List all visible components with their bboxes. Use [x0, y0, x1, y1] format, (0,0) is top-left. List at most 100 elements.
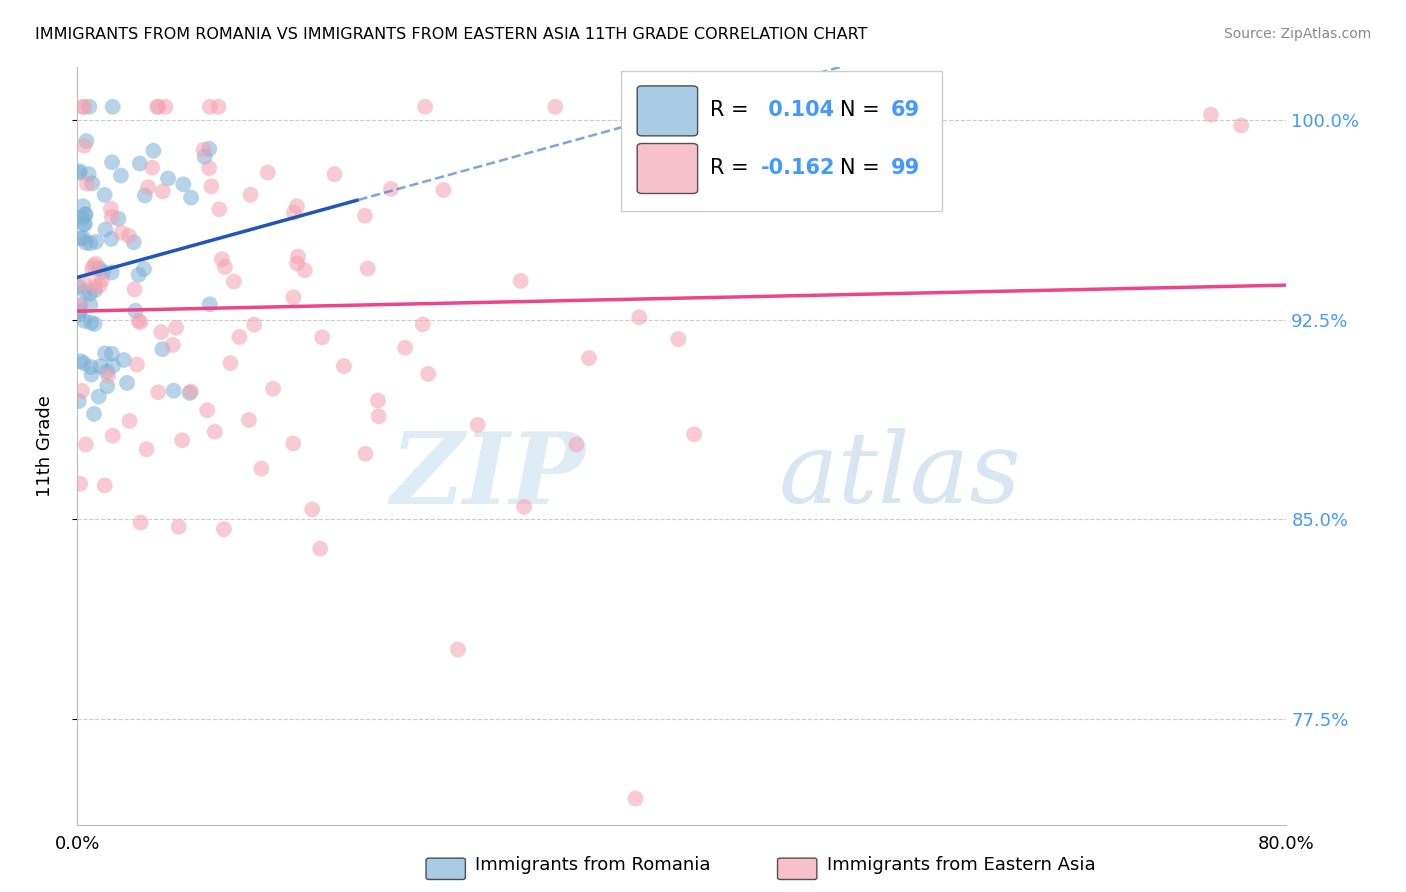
Point	[124, 303, 146, 318]
Point	[294, 263, 316, 277]
Point	[73, 217, 96, 231]
Text: R =: R =	[710, 100, 755, 120]
Point	[73, 138, 96, 153]
Point	[73, 314, 96, 328]
Text: IMMIGRANTS FROM ROMANIA VS IMMIGRANTS FROM EASTERN ASIA 11TH GRADE CORRELATION C: IMMIGRANTS FROM ROMANIA VS IMMIGRANTS FR…	[35, 27, 868, 42]
Point	[243, 318, 266, 332]
Point	[447, 642, 470, 657]
Point	[80, 316, 103, 330]
Point	[666, 332, 689, 346]
Point	[287, 250, 309, 264]
Point	[285, 256, 308, 270]
Point	[97, 368, 120, 383]
Point	[198, 161, 221, 175]
Point	[125, 358, 148, 372]
Point	[110, 169, 132, 183]
Text: atlas: atlas	[779, 429, 1021, 524]
FancyBboxPatch shape	[637, 86, 697, 136]
Point	[544, 100, 567, 114]
Point	[83, 407, 105, 421]
Point	[118, 414, 141, 428]
Point	[84, 257, 107, 271]
Point	[132, 261, 155, 276]
Point	[301, 502, 323, 516]
Point	[122, 235, 145, 250]
Point	[70, 384, 93, 398]
Point	[309, 541, 332, 556]
Point	[112, 353, 135, 368]
Point	[70, 211, 93, 225]
Point	[624, 791, 647, 805]
Point	[467, 417, 489, 432]
Point	[73, 284, 96, 298]
Point	[75, 207, 97, 221]
Point	[212, 522, 235, 536]
Point	[79, 298, 101, 312]
Point	[93, 187, 115, 202]
Point	[367, 409, 389, 424]
Point	[250, 461, 273, 475]
Point	[285, 199, 308, 213]
Text: 69: 69	[891, 100, 920, 120]
Point	[1199, 108, 1222, 122]
Point	[84, 278, 107, 293]
Point	[110, 226, 132, 240]
Point	[380, 182, 402, 196]
Point	[94, 346, 117, 360]
Point	[141, 161, 163, 175]
Point	[80, 368, 103, 382]
Point	[262, 382, 284, 396]
Point	[101, 155, 124, 169]
Point	[565, 437, 588, 451]
Point	[69, 299, 91, 313]
Y-axis label: 11th Grade: 11th Grade	[35, 395, 53, 497]
Point	[67, 394, 90, 409]
Point	[311, 330, 333, 344]
Point	[741, 174, 763, 188]
Point	[96, 365, 118, 379]
Point	[89, 359, 111, 374]
Point	[79, 100, 101, 114]
Point	[172, 434, 194, 448]
Point	[75, 235, 97, 250]
Point	[418, 367, 440, 381]
Point	[128, 268, 150, 282]
Point	[67, 279, 90, 293]
Point	[228, 330, 250, 344]
Point	[128, 156, 150, 170]
Text: R =: R =	[710, 158, 755, 178]
Point	[208, 202, 231, 217]
Point	[100, 232, 122, 246]
Point	[84, 235, 107, 249]
Point	[207, 100, 229, 114]
Point	[82, 262, 104, 277]
Point	[129, 315, 152, 329]
Point	[323, 167, 346, 181]
Text: 99: 99	[891, 158, 921, 178]
Point	[578, 351, 600, 365]
Point	[333, 359, 356, 373]
Point	[79, 286, 101, 301]
Point	[513, 500, 536, 514]
Point	[354, 209, 377, 223]
Point	[283, 436, 305, 450]
Point	[256, 165, 278, 179]
Point	[73, 208, 96, 222]
Point	[628, 310, 651, 325]
Point	[283, 205, 305, 219]
Point	[432, 183, 454, 197]
Point	[683, 427, 706, 442]
Point	[70, 231, 93, 245]
Point	[239, 187, 262, 202]
Point	[72, 230, 94, 244]
Point	[77, 167, 100, 181]
Point	[69, 164, 91, 178]
Point	[83, 317, 105, 331]
Point	[198, 142, 221, 156]
Point	[136, 180, 159, 194]
Point	[75, 134, 97, 148]
Point	[76, 177, 98, 191]
Point	[179, 385, 201, 400]
Point	[100, 265, 122, 279]
Point	[195, 403, 218, 417]
